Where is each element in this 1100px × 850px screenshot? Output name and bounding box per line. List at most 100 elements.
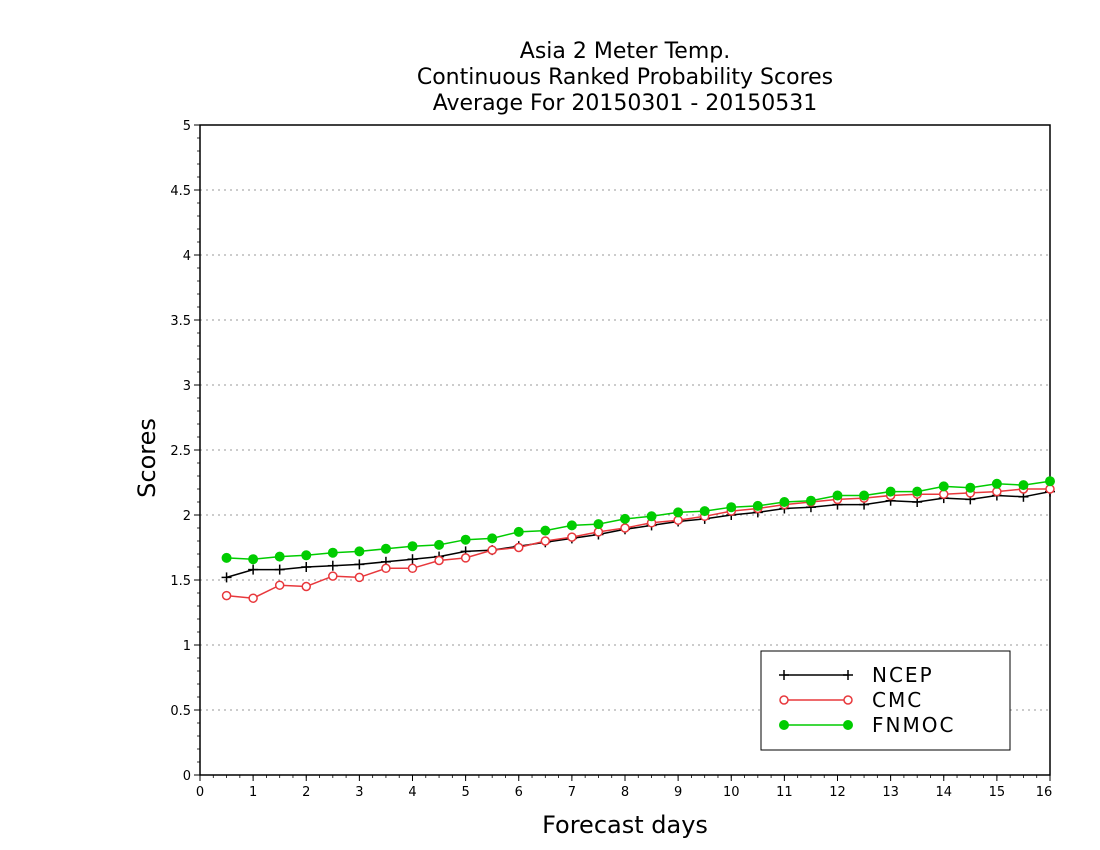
y-axis-label: Scores [133, 418, 161, 498]
legend-label-cmc: CMC [872, 688, 923, 712]
data-point-cmc [221, 590, 232, 601]
series-line-cmc [226, 488, 1050, 599]
data-point-ncep [274, 564, 285, 575]
data-point-ncep [248, 564, 259, 575]
x-tick-label: 16 [1036, 785, 1053, 800]
y-tick-label: 4.5 [170, 184, 191, 199]
data-point-fnmoc [938, 481, 949, 492]
x-tick-label: 13 [882, 785, 899, 800]
data-point-fnmoc [646, 511, 657, 522]
data-point-fnmoc [965, 482, 976, 493]
data-point-cmc [434, 555, 444, 566]
x-tick-label: 9 [674, 785, 682, 800]
x-tick-label: 6 [515, 785, 523, 800]
data-point-cmc [301, 581, 311, 592]
series-line-ncep [226, 490, 1051, 579]
y-tick-label: 2.5 [170, 444, 191, 459]
x-tick-label: 15 [989, 785, 1006, 800]
y-tick-label: 3.5 [170, 314, 191, 329]
data-point-fnmoc [620, 513, 630, 524]
data-point-fnmoc [912, 486, 923, 497]
x-tick-label: 11 [776, 785, 793, 800]
data-point-cmc [248, 593, 258, 603]
data-point-fnmoc [460, 534, 471, 545]
data-point-fnmoc [434, 539, 445, 550]
data-point-fnmoc [593, 519, 604, 530]
series-layer [221, 476, 1055, 603]
axes: 00.511.522.533.544.550 1 2 3 4 5 6 7 8 9 10 11 12 13 1… [170, 119, 1052, 800]
data-point-fnmoc [407, 541, 418, 552]
data-point-cmc [328, 571, 338, 581]
data-point-cmc [620, 523, 630, 533]
data-point-cmc [460, 553, 471, 563]
x-tick-label: 10 [723, 785, 740, 800]
data-point-fnmoc [327, 547, 338, 558]
y-tick-label: 2 [183, 509, 191, 524]
data-point-ncep [301, 562, 312, 572]
data-point-fnmoc [1045, 476, 1055, 487]
data-point-cmc [992, 486, 1002, 497]
data-point-fnmoc [566, 520, 577, 531]
data-point-fnmoc [487, 533, 498, 544]
grid-lines [200, 189, 1050, 711]
data-point-cmc [567, 532, 577, 542]
data-point-fnmoc [540, 525, 551, 536]
chart-title-line-3: Average For 20150301 - 20150531 [433, 91, 818, 116]
x-tick-label: 5 [461, 785, 469, 800]
x-tick-label: 7 [568, 785, 576, 800]
data-point-fnmoc [699, 506, 710, 517]
legend-marker-fnmoc [843, 720, 853, 730]
data-point-cmc [354, 572, 365, 583]
data-point-fnmoc [274, 551, 285, 562]
data-point-fnmoc [859, 490, 870, 501]
legend-label-fnmoc: FNMOC [872, 713, 955, 737]
data-point-ncep [407, 554, 418, 565]
y-tick-label: 0 [183, 769, 191, 784]
x-tick-label: 12 [829, 785, 846, 800]
data-point-cmc [540, 536, 551, 546]
x-tick-label: 3 [355, 785, 363, 800]
data-point-fnmoc [1018, 480, 1029, 491]
data-point-cmc [274, 580, 285, 590]
x-tick-label: 4 [408, 785, 416, 800]
y-tick-label: 1.5 [170, 574, 191, 589]
x-tick-label: 2 [302, 785, 310, 800]
data-point-fnmoc [726, 502, 737, 513]
data-point-fnmoc [752, 500, 763, 511]
data-point-ncep [354, 559, 365, 570]
x-tick-label: 8 [621, 785, 629, 800]
data-point-fnmoc [673, 507, 684, 518]
data-point-fnmoc [380, 543, 391, 554]
data-point-cmc [939, 489, 949, 499]
legend-label-ncep: NCEP [872, 663, 934, 687]
data-point-fnmoc [354, 546, 365, 557]
x-tick-label: 1 [249, 785, 257, 800]
chart-title-line-2: Continuous Ranked Probability Scores [417, 65, 833, 90]
legend-marker-cmc [779, 695, 789, 705]
data-point-fnmoc [779, 497, 790, 507]
legend-marker-ncep [843, 670, 853, 680]
data-point-fnmoc [885, 486, 896, 497]
data-point-cmc [593, 527, 604, 537]
data-point-fnmoc [248, 554, 259, 565]
data-point-ncep [327, 560, 338, 571]
y-tick-label: 3 [183, 379, 191, 394]
data-point-cmc [514, 542, 524, 553]
data-point-ncep [221, 572, 232, 583]
x-tick-label: 0 [196, 785, 204, 800]
data-point-fnmoc [221, 552, 232, 563]
y-tick-label: 5 [183, 119, 191, 134]
data-point-cmc [381, 563, 391, 574]
x-tick-label: 14 [935, 785, 952, 800]
data-point-fnmoc [805, 495, 816, 506]
legend-marker-cmc [843, 695, 853, 705]
data-point-fnmoc [513, 526, 524, 537]
chart-title-line-1: Asia 2 Meter Temp. [520, 39, 730, 64]
data-point-cmc [407, 563, 418, 574]
x-axis-label: Forecast days [542, 811, 708, 839]
y-tick-label: 0.5 [170, 704, 191, 719]
data-point-fnmoc [832, 490, 843, 501]
data-point-fnmoc [301, 550, 312, 561]
data-point-fnmoc [991, 478, 1002, 489]
